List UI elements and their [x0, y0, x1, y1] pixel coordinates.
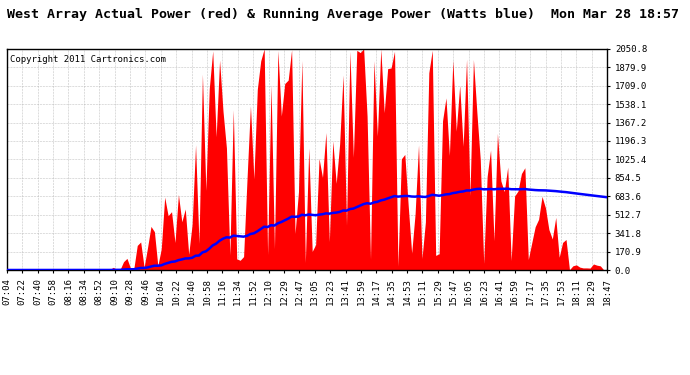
Text: Copyright 2011 Cartronics.com: Copyright 2011 Cartronics.com	[10, 56, 166, 64]
Text: West Array Actual Power (red) & Running Average Power (Watts blue)  Mon Mar 28 1: West Array Actual Power (red) & Running …	[7, 8, 679, 21]
